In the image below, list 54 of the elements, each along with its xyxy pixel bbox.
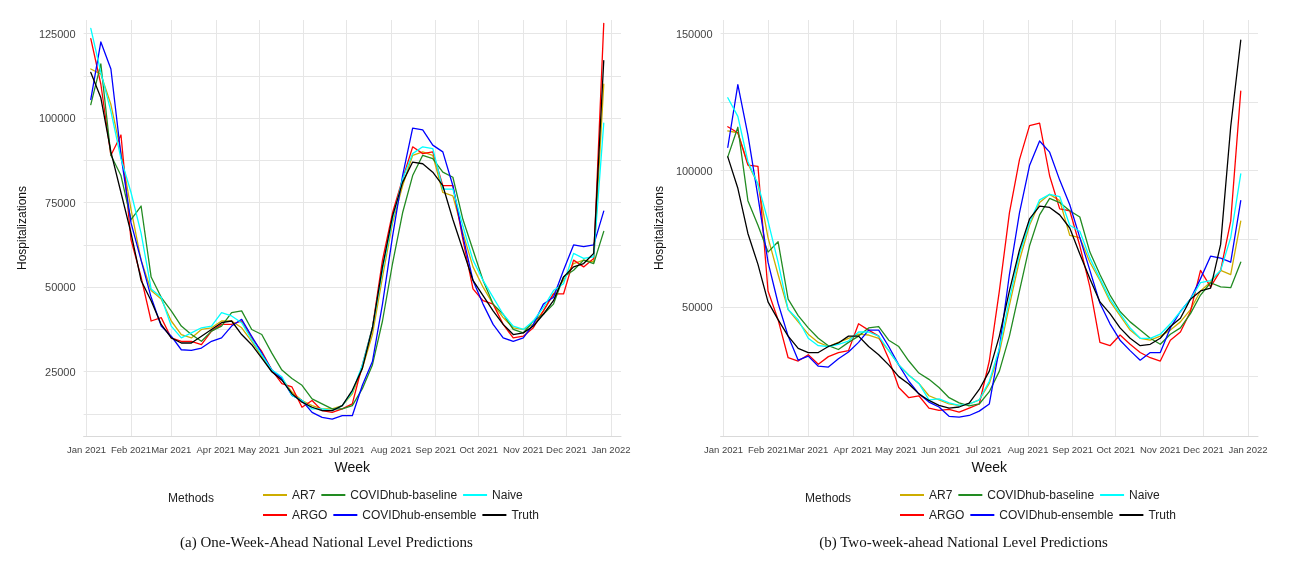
legend-label: AR7	[929, 488, 953, 502]
y-tick-label: 25000	[45, 365, 76, 378]
x-tick-label: Feb 2021	[110, 443, 152, 455]
y-axis-title: Hospitalizations	[15, 185, 29, 271]
x-tick-label: Jan 2022	[591, 443, 631, 455]
legend-title: Methods	[168, 491, 215, 505]
x-tick-label: Oct 2021	[459, 443, 499, 455]
legend-label: ARGO	[929, 508, 965, 522]
x-tick-label: Jan 2021	[703, 443, 744, 455]
x-axis-title: Week	[334, 459, 372, 475]
x-tick-label: Jun 2021	[920, 443, 960, 455]
x-tick-label: Aug 2021	[370, 443, 412, 455]
x-tick-label: Jun 2021	[283, 443, 323, 455]
legend-label: Truth	[511, 508, 539, 522]
text: (a) One-Week-Ahead National Level Predictions	[180, 533, 474, 551]
y-tick-label: 100000	[38, 112, 76, 125]
x-tick-label: Nov 2021	[502, 443, 544, 455]
legend-label: COVIDhub-baseline	[987, 488, 1095, 502]
x-tick-label: May 2021	[875, 443, 917, 455]
x-tick-label: Sep 2021	[415, 443, 456, 455]
x-tick-label: Jul 2021	[328, 443, 365, 455]
y-tick-label: 75000	[45, 196, 76, 209]
x-tick-label: Aug 2021	[1007, 443, 1049, 455]
y-tick-label: 50000	[682, 301, 713, 314]
y-axis-title: Hospitalizations	[652, 185, 666, 271]
x-tick-label: Nov 2021	[1139, 443, 1181, 455]
legend-label: COVIDhub-ensemble	[999, 508, 1114, 522]
x-tick-label: Feb 2021	[747, 443, 789, 455]
x-tick-label: Dec 2021	[1183, 443, 1224, 455]
y-tick-label: 125000	[38, 27, 76, 40]
y-tick-label: 50000	[45, 281, 76, 294]
x-tick-label: Jan 2022	[1228, 443, 1268, 455]
legend-title: Methods	[805, 491, 852, 505]
x-tick-label: Jul 2021	[965, 443, 1002, 455]
x-tick-label: Oct 2021	[1096, 443, 1136, 455]
legend-label: Naive	[492, 488, 524, 502]
legend-label: COVIDhub-ensemble	[362, 508, 477, 522]
legend-label: Naive	[1129, 488, 1161, 502]
x-tick-label: Sep 2021	[1052, 443, 1093, 455]
text: (b) Two-week-ahead National Level Predictions	[819, 533, 1108, 551]
y-tick-label: 150000	[675, 27, 713, 40]
y-tick-label: 100000	[675, 164, 713, 177]
x-tick-label: Apr 2021	[196, 443, 236, 455]
legend-label: Truth	[1148, 508, 1176, 522]
legend-label: AR7	[292, 488, 316, 502]
x-tick-label: Jan 2021	[66, 443, 107, 455]
legend-label: COVIDhub-baseline	[350, 488, 458, 502]
x-tick-label: Dec 2021	[546, 443, 587, 455]
legend-label: ARGO	[292, 508, 328, 522]
x-tick-label: Mar 2021	[151, 443, 192, 455]
x-tick-label: May 2021	[238, 443, 280, 455]
x-tick-label: Mar 2021	[788, 443, 829, 455]
x-axis-title: Week	[971, 459, 1009, 475]
x-tick-label: Apr 2021	[833, 443, 873, 455]
